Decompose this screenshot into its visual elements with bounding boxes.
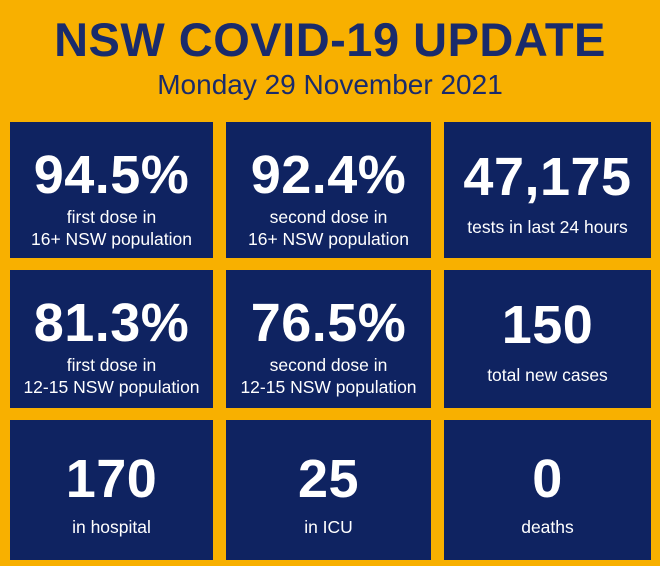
stat-card-second-dose-12-15: 76.5% second dose in 12-15 NSW populatio… <box>226 270 431 408</box>
stat-value: 150 <box>501 295 594 355</box>
stat-card-tests: 47,175 tests in last 24 hours <box>444 122 651 258</box>
stat-label: total new cases <box>487 365 608 385</box>
stat-label-line2: 12-15 NSW population <box>240 377 417 397</box>
stat-card-new-cases: 150 total new cases <box>444 270 651 408</box>
stat-label: first dose in 16+ NSW population <box>10 206 213 250</box>
stat-card-first-dose-12-15: 81.3% first dose in 12-15 NSW population <box>10 270 213 408</box>
stat-value: 0 <box>532 449 563 509</box>
stat-value: 170 <box>65 449 158 509</box>
update-date: Monday 29 November 2021 <box>157 69 503 100</box>
stat-card-hospital: 170 in hospital <box>10 420 213 560</box>
stat-value: 25 <box>297 449 360 509</box>
page-title: NSW COVID-19 UPDATE <box>54 13 606 66</box>
stat-label: tests in last 24 hours <box>467 217 628 237</box>
stat-label-line1: second dose in <box>269 355 388 375</box>
stat-label: in ICU <box>304 517 353 537</box>
stat-value: 94.5% <box>33 145 190 205</box>
stat-label: second dose in 12-15 NSW population <box>226 354 431 398</box>
stat-label-line1: second dose in <box>269 207 388 227</box>
stat-card-second-dose-16plus: 92.4% second dose in 16+ NSW population <box>226 122 431 258</box>
stat-label-line2: 16+ NSW population <box>247 229 409 249</box>
stat-label: first dose in 12-15 NSW population <box>10 354 213 398</box>
stat-card-deaths: 0 deaths <box>444 420 651 560</box>
stat-value: 76.5% <box>250 293 407 353</box>
stat-label: second dose in 16+ NSW population <box>226 206 431 250</box>
stat-value: 81.3% <box>33 293 190 353</box>
stat-label: in hospital <box>72 517 151 537</box>
stat-label-line1: first dose in <box>66 355 157 375</box>
stat-value: 47,175 <box>463 147 632 207</box>
stat-label: deaths <box>521 517 574 537</box>
stat-value: 92.4% <box>250 145 407 205</box>
stat-label-line2: 12-15 NSW population <box>23 377 200 397</box>
stat-card-first-dose-16plus: 94.5% first dose in 16+ NSW population <box>10 122 213 258</box>
stat-label-line2: 16+ NSW population <box>30 229 192 249</box>
stat-label-line1: first dose in <box>66 207 157 227</box>
stat-card-icu: 25 in ICU <box>226 420 431 560</box>
